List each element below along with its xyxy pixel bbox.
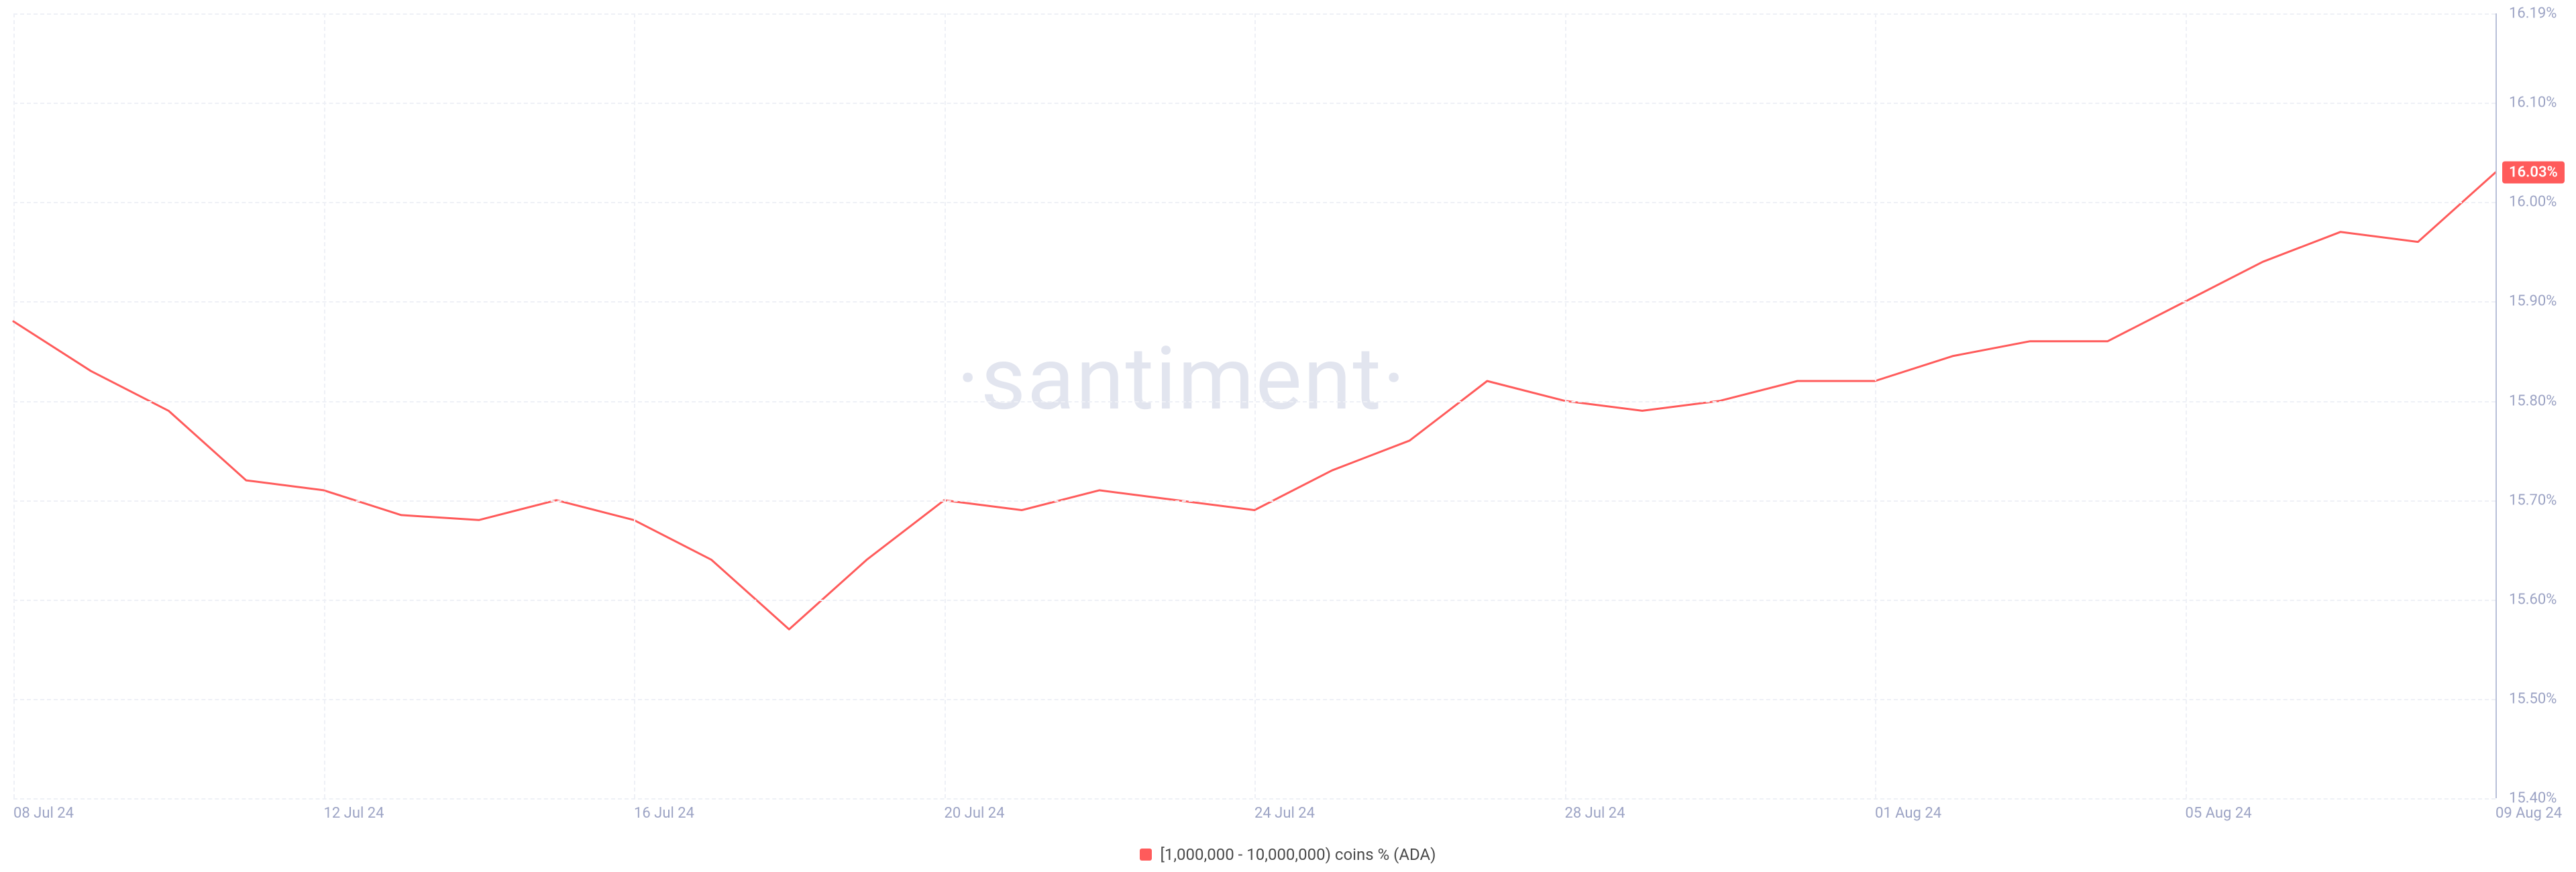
gridline-vertical: [634, 13, 635, 798]
gridline-vertical: [1875, 13, 1876, 798]
x-tick-label: 12 Jul 24: [324, 805, 384, 822]
last-value-badge: 16.03%: [2502, 161, 2565, 183]
gridline-vertical: [324, 13, 325, 798]
x-tick-label: 20 Jul 24: [945, 805, 1005, 822]
y-tick-label: 16.10%: [2509, 95, 2557, 111]
x-tick-label: 05 Aug 24: [2186, 805, 2252, 822]
chart-container: ·santiment· 16.03% [1,000,000 - 10,000,0…: [0, 0, 2576, 872]
legend-label: [1,000,000 - 10,000,000) coins % (ADA): [1160, 845, 1436, 864]
y-tick-label: 15.80%: [2509, 392, 2557, 409]
x-tick-label: 08 Jul 24: [13, 805, 74, 822]
y-tick-label: 16.00%: [2509, 194, 2557, 211]
x-tick-label: 28 Jul 24: [1565, 805, 1625, 822]
x-tick-label: 01 Aug 24: [1875, 805, 1941, 822]
y-tick-label: 16.19%: [2509, 5, 2557, 22]
gridline-horizontal: [13, 798, 2496, 800]
x-tick-label: 09 Aug 24: [2496, 805, 2562, 822]
gridline-vertical: [1254, 13, 1256, 798]
y-tick-label: 15.70%: [2509, 492, 2557, 508]
legend-swatch: [1140, 849, 1152, 861]
gridline-vertical: [1565, 13, 1566, 798]
y-tick-label: 15.90%: [2509, 293, 2557, 310]
gridline-vertical: [13, 13, 15, 798]
y-tick-label: 15.40%: [2509, 790, 2557, 807]
gridline-vertical: [945, 13, 946, 798]
plot-area: ·santiment·: [13, 13, 2496, 798]
legend: [1,000,000 - 10,000,000) coins % (ADA): [0, 845, 2576, 864]
y-tick-label: 15.50%: [2509, 690, 2557, 707]
x-tick-label: 24 Jul 24: [1254, 805, 1315, 822]
gridline-vertical: [2186, 13, 2187, 798]
y-tick-label: 15.60%: [2509, 591, 2557, 608]
y-axis-line: [2496, 13, 2497, 798]
x-tick-label: 16 Jul 24: [634, 805, 694, 822]
